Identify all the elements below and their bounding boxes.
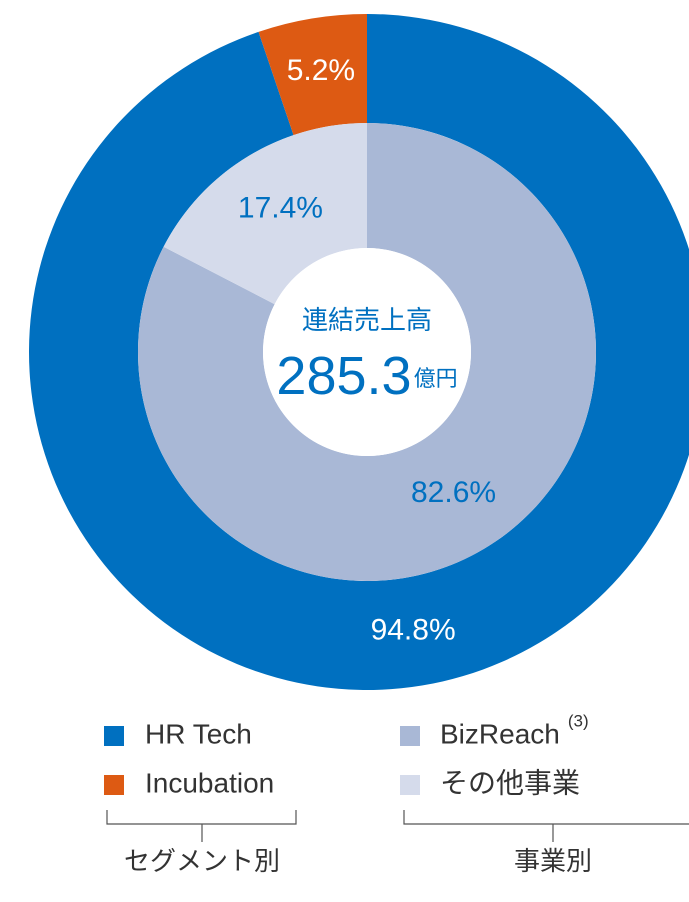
legend-label: その他事業	[440, 767, 580, 798]
legend-label: HR Tech	[145, 718, 252, 749]
legend-swatch	[400, 726, 420, 746]
legend-label: Incubation	[145, 767, 274, 798]
wedge	[29, 14, 689, 690]
legend-swatch	[400, 775, 420, 795]
center-unit: 億円	[414, 366, 458, 391]
legend-note: (3)	[568, 711, 589, 730]
value-label: 82.6%	[411, 476, 496, 509]
wedge	[138, 123, 596, 581]
value-label: 94.8%	[371, 614, 456, 647]
legend-label: BizReach	[440, 718, 560, 749]
bracket	[403, 810, 689, 842]
legend-swatch	[104, 726, 124, 746]
value-label: 17.4%	[238, 192, 323, 225]
group-label: 事業別	[514, 846, 592, 876]
group-label: セグメント別	[124, 846, 280, 876]
wedge	[163, 123, 367, 305]
value-label: 5.2%	[287, 54, 355, 87]
center-total: 285.3億円	[276, 346, 457, 406]
center-label: 連結売上高	[302, 305, 432, 335]
legend-swatch	[104, 775, 124, 795]
bracket	[106, 810, 297, 842]
wedge	[258, 13, 367, 136]
donut-hole	[263, 248, 471, 456]
center-value: 285.3	[276, 346, 411, 406]
